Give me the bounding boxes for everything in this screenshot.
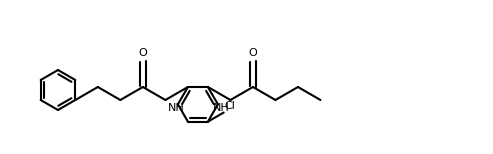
Text: O: O	[248, 48, 257, 58]
Text: Cl: Cl	[225, 101, 236, 111]
Text: NH: NH	[168, 103, 184, 113]
Text: NH: NH	[212, 103, 229, 113]
Text: O: O	[139, 48, 147, 58]
